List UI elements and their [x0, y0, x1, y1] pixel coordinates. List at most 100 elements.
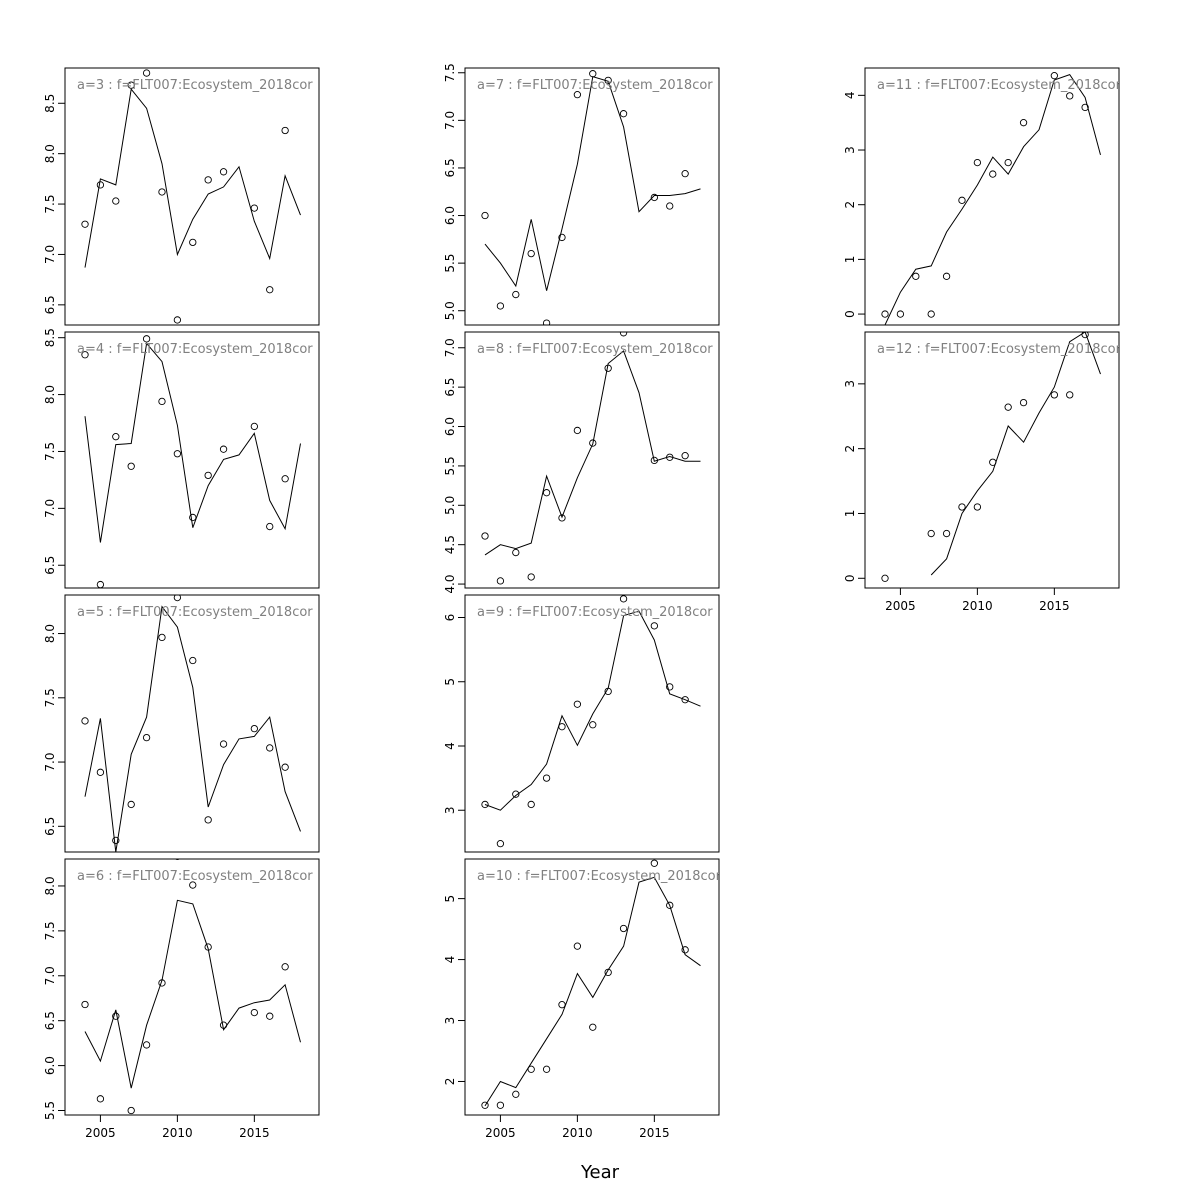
panel-frame: [464, 331, 720, 589]
observed-point: [666, 683, 674, 691]
observed-point: [973, 158, 982, 167]
observed-point: [1004, 158, 1012, 167]
observed-point: [527, 800, 535, 809]
observed-point: [527, 573, 535, 581]
observed-point: [589, 721, 597, 729]
panel-frame: [464, 594, 720, 853]
observed-point: [96, 1095, 105, 1103]
observed-point: [189, 881, 197, 889]
observed-point: [1066, 92, 1074, 100]
plot-area: a=6 : f=FLT007:Ecosystem_2018cor: [77, 859, 313, 1115]
y-tick-label: 5.5: [443, 456, 457, 475]
observed-point: [481, 532, 489, 540]
observed-point: [142, 1041, 151, 1049]
observed-point: [512, 790, 520, 798]
fitted-line: [84, 88, 301, 268]
observed-point: [942, 529, 951, 538]
observed-point: [604, 76, 612, 85]
fitted-line: [84, 342, 301, 543]
y-tick-label: 6.5: [43, 817, 57, 836]
observed-point: [681, 946, 689, 954]
y-tick-label: 6.0: [43, 1056, 57, 1075]
y-tick-label: 4: [843, 92, 857, 100]
plot-area: a=10 : f=FLT007:Ecosystem_2018cor: [477, 859, 719, 1109]
observed-point: [573, 91, 582, 99]
observed-point: [1081, 103, 1089, 112]
panel-5: 5.0 5.5 6.0 6.5 7.0 7.5 a=7 : f=FLT007:Ecosyst…: [443, 63, 720, 326]
panel-frame: [64, 67, 320, 326]
fitted-line: [484, 610, 701, 811]
x-tick-label: 2015: [239, 1126, 270, 1140]
plot-area: a=12 : f=FLT007:Ecosystem_2018cor: [877, 332, 1119, 582]
observed-point: [496, 577, 505, 585]
observed-point: [527, 1065, 535, 1073]
panel-frame: [864, 331, 1120, 589]
observed-point: [281, 126, 289, 135]
observed-point: [650, 859, 658, 867]
plot-area: a=5 : f=FLT007:Ecosystem_2018cor: [77, 595, 313, 852]
observed-point: [496, 1101, 505, 1109]
y-tick-label: 5.5: [43, 1101, 57, 1120]
y-tick-label: 1: [843, 256, 857, 264]
observed-point: [112, 1012, 120, 1020]
observed-point: [266, 522, 274, 531]
observed-point: [527, 249, 535, 258]
observed-point: [896, 310, 905, 318]
observed-point: [81, 1000, 89, 1009]
observed-point: [127, 1106, 135, 1115]
y-tick-label: 3: [443, 806, 457, 814]
panel-title: a=5 : f=FLT007:Ecosystem_2018cor: [77, 605, 313, 620]
y-tick-label: 7.5: [43, 442, 57, 461]
observed-point: [1019, 119, 1028, 127]
panel-title: a=3 : f=FLT007:Ecosystem_2018cor: [77, 78, 313, 93]
x-tick-label: 2010: [962, 599, 993, 613]
observed-point: [542, 489, 551, 497]
y-tick-label: 7.0: [443, 338, 457, 357]
x-tick-label: 2005: [885, 599, 916, 613]
plot-area: a=3 : f=FLT007:Ecosystem_2018cor: [77, 69, 313, 324]
observed-point: [558, 233, 566, 242]
y-tick-label: 8.0: [43, 876, 57, 895]
plot-area: a=7 : f=FLT007:Ecosystem_2018cor: [477, 70, 713, 325]
panel-title: a=4 : f=FLT007:Ecosystem_2018cor: [77, 342, 313, 357]
fitted-line: [84, 899, 301, 1089]
observed-point: [81, 220, 89, 228]
panel-frame: [64, 594, 320, 853]
x-tick-label: 2005: [485, 1126, 516, 1140]
observed-point: [204, 176, 212, 184]
observed-point: [512, 548, 520, 557]
observed-point: [512, 290, 520, 299]
observed-point: [619, 110, 628, 118]
y-tick-label: 8.5: [43, 328, 57, 347]
plot-area: a=11 : f=FLT007:Ecosystem_2018cor: [877, 72, 1119, 325]
observed-point: [558, 1001, 566, 1009]
y-tick-label: 5: [443, 895, 457, 903]
observed-point: [81, 351, 89, 359]
observed-point: [266, 1012, 274, 1020]
panel-title: a=9 : f=FLT007:Ecosystem_2018cor: [477, 605, 713, 620]
observed-point: [266, 286, 274, 294]
observed-point: [558, 723, 566, 731]
observed-point: [942, 272, 951, 280]
observed-point: [512, 1090, 520, 1098]
observed-point: [958, 196, 966, 204]
observed-point: [589, 1023, 597, 1031]
panel-8: 2 3 4 5 2005 2010 2015 a=10 : f=FLT007:Ecosyste…: [443, 858, 720, 1140]
y-tick-label: 1: [843, 510, 857, 518]
observed-point: [496, 839, 505, 848]
x-tick-label: 2015: [1039, 599, 1070, 613]
panel-frame: [64, 858, 320, 1116]
y-tick-label: 6.5: [443, 378, 457, 397]
observed-point: [189, 656, 197, 665]
observed-point: [589, 70, 597, 78]
y-tick-label: 6.0: [443, 206, 457, 225]
y-tick-label: 5: [443, 678, 457, 686]
y-tick-label: 3: [843, 380, 857, 388]
y-tick-label: 2: [843, 201, 857, 209]
panel-7: 3 4 5 6 a=9 : f=FLT007:Ecosystem_2018cor: [443, 594, 720, 853]
x-tick-label: 2015: [639, 1126, 670, 1140]
observed-point: [666, 453, 674, 461]
observed-point: [927, 529, 935, 538]
observed-point: [604, 364, 612, 372]
